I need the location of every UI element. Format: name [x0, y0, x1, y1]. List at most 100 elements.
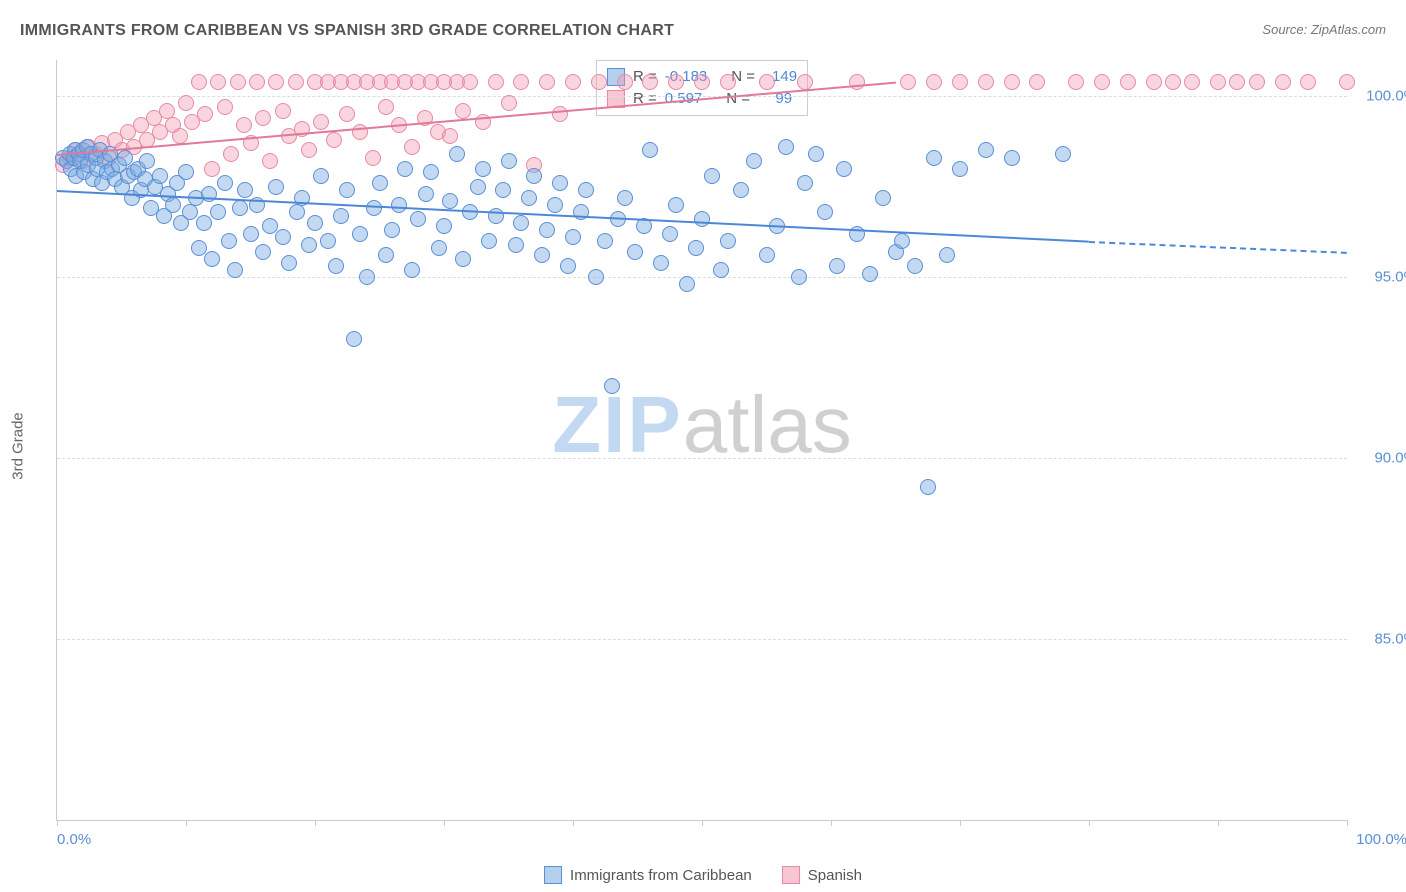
data-point [521, 190, 537, 206]
data-point [552, 106, 568, 122]
legend-item-blue: Immigrants from Caribbean [544, 866, 752, 884]
source-credit: Source: ZipAtlas.com [1262, 22, 1386, 37]
data-point [197, 106, 213, 122]
data-point [359, 269, 375, 285]
x-minor-tick [186, 820, 187, 826]
data-point [808, 146, 824, 162]
data-point [139, 153, 155, 169]
data-point [397, 161, 413, 177]
data-point [694, 74, 710, 90]
data-point [759, 74, 775, 90]
data-point [404, 139, 420, 155]
data-point [495, 182, 511, 198]
data-point [275, 103, 291, 119]
data-point [668, 197, 684, 213]
legend-item-pink: Spanish [782, 866, 862, 884]
data-point [1029, 74, 1045, 90]
data-point [1184, 74, 1200, 90]
data-point [791, 269, 807, 285]
data-point [578, 182, 594, 198]
data-point [339, 106, 355, 122]
data-point [217, 175, 233, 191]
data-point [196, 215, 212, 231]
data-point [346, 331, 362, 347]
data-point [307, 215, 323, 231]
legend-label-blue: Immigrants from Caribbean [570, 867, 752, 884]
data-point [797, 74, 813, 90]
data-point [210, 74, 226, 90]
data-point [817, 204, 833, 220]
data-point [255, 110, 271, 126]
x-tick-min: 0.0% [57, 831, 91, 848]
data-point [333, 208, 349, 224]
data-point [275, 229, 291, 245]
data-point [1300, 74, 1316, 90]
data-point [926, 74, 942, 90]
data-point [759, 247, 775, 263]
data-point [178, 164, 194, 180]
data-point [733, 182, 749, 198]
data-point [662, 226, 678, 242]
data-point [384, 222, 400, 238]
data-point [1339, 74, 1355, 90]
data-point [668, 74, 684, 90]
y-tick-label: 85.0% [1357, 631, 1406, 648]
x-minor-tick [960, 820, 961, 826]
x-minor-tick [1089, 820, 1090, 826]
x-minor-tick [573, 820, 574, 826]
grid-line [57, 639, 1347, 640]
data-point [289, 204, 305, 220]
data-point [243, 226, 259, 242]
x-minor-tick [1218, 820, 1219, 826]
data-point [217, 99, 233, 115]
data-point [442, 128, 458, 144]
data-point [221, 233, 237, 249]
data-point [597, 233, 613, 249]
data-point [1120, 74, 1136, 90]
data-point [778, 139, 794, 155]
data-point [418, 186, 434, 202]
data-point [829, 258, 845, 274]
data-point [236, 117, 252, 133]
data-point [617, 190, 633, 206]
data-point [1165, 74, 1181, 90]
data-point [713, 262, 729, 278]
x-minor-tick [702, 820, 703, 826]
data-point [1004, 74, 1020, 90]
legend-label-pink: Spanish [808, 867, 862, 884]
y-tick-label: 100.0% [1357, 88, 1406, 105]
data-point [513, 215, 529, 231]
data-point [268, 179, 284, 195]
data-point [237, 182, 253, 198]
data-point [313, 114, 329, 130]
data-point [281, 255, 297, 271]
data-point [797, 175, 813, 191]
data-point [565, 74, 581, 90]
data-point [1249, 74, 1265, 90]
data-point [455, 251, 471, 267]
data-point [204, 251, 220, 267]
data-point [1068, 74, 1084, 90]
legend-swatch-blue [544, 866, 562, 884]
x-minor-tick [315, 820, 316, 826]
data-point [939, 247, 955, 263]
data-point [152, 168, 168, 184]
data-point [720, 233, 736, 249]
data-point [391, 197, 407, 213]
data-point [1229, 74, 1245, 90]
data-point [410, 211, 426, 227]
data-point [301, 142, 317, 158]
data-point [227, 262, 243, 278]
data-point [313, 168, 329, 184]
data-point [978, 142, 994, 158]
data-point [204, 161, 220, 177]
data-point [172, 128, 188, 144]
data-point [560, 258, 576, 274]
data-point [328, 258, 344, 274]
data-point [1146, 74, 1162, 90]
data-point [679, 276, 695, 292]
data-point [488, 208, 504, 224]
data-point [642, 142, 658, 158]
data-point [952, 161, 968, 177]
data-point [339, 182, 355, 198]
